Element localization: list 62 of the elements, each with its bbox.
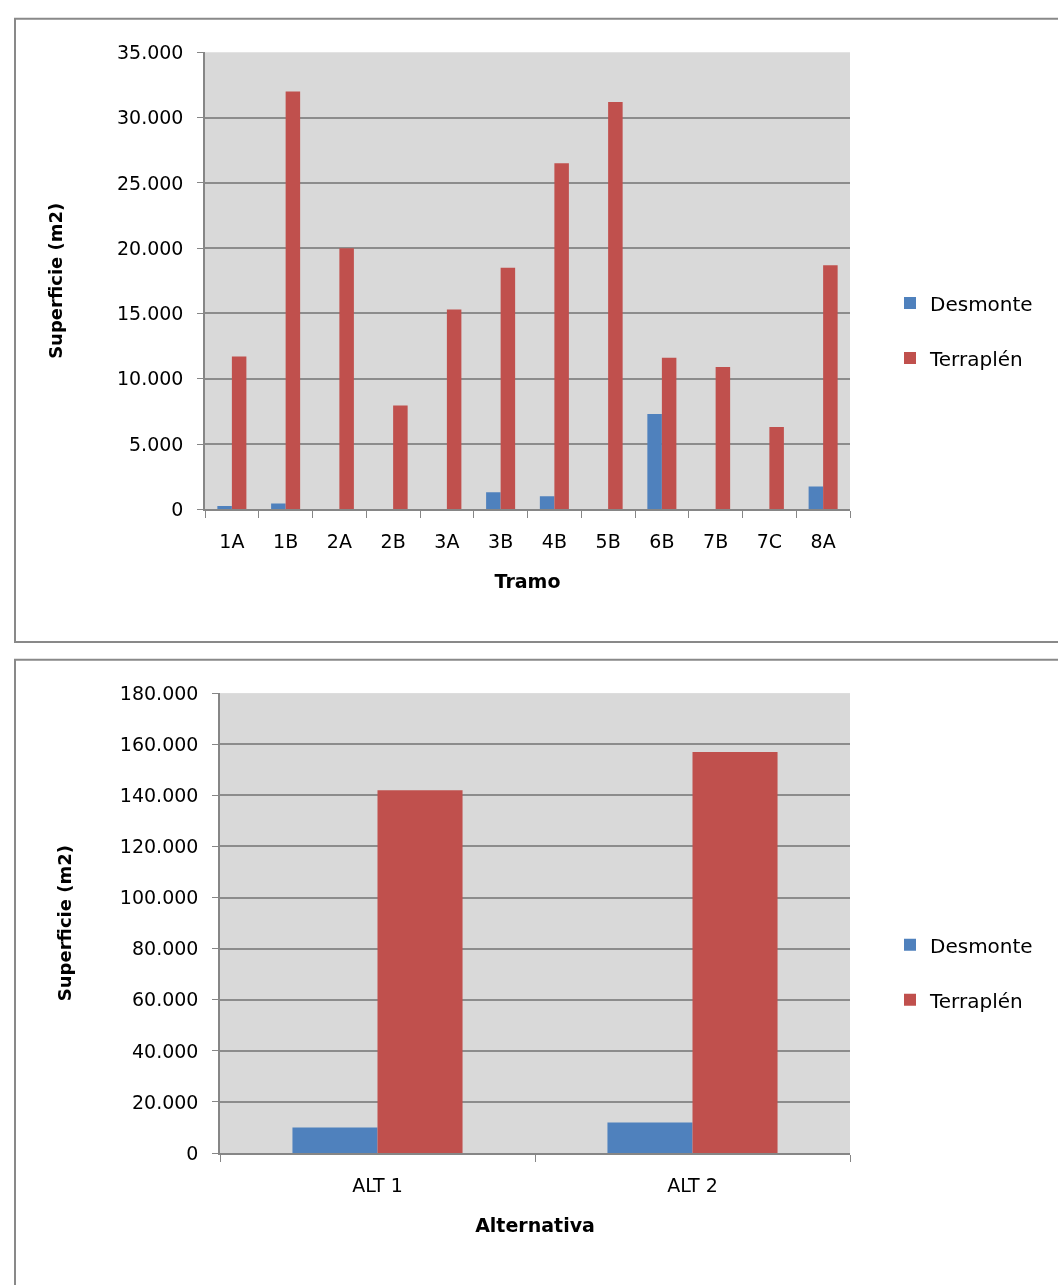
bar	[500, 267, 516, 510]
x-tick-label: 2A	[326, 529, 352, 552]
x-tick-label: 7C	[756, 529, 783, 552]
y-tick-label: 0	[186, 1141, 199, 1164]
y-tick-label: 5.000	[129, 432, 184, 455]
x-tick-label: 7B	[703, 529, 729, 552]
bar	[647, 413, 662, 510]
bar	[692, 751, 778, 1154]
y-axis-title: Superficie (m2)	[53, 845, 75, 1002]
bar	[339, 248, 354, 510]
bar	[285, 91, 301, 510]
y-tick-label: 35.000	[116, 40, 184, 63]
x-tick-label: 4B	[541, 529, 567, 552]
bar	[715, 366, 731, 510]
x-tick-label: 6B	[649, 529, 675, 552]
bar	[446, 309, 462, 510]
y-tick-label: 80.000	[131, 937, 199, 960]
x-tick-label: 3A	[434, 529, 460, 552]
y-tick-label: 40.000	[131, 1039, 199, 1062]
bar	[271, 503, 286, 510]
bar	[377, 790, 463, 1154]
bar	[769, 427, 784, 510]
y-tick-label: 20.000	[116, 236, 184, 259]
y-tick-label: 140.000	[119, 783, 199, 806]
y-tick-label: 120.000	[119, 835, 199, 858]
x-tick-label: 1A	[219, 529, 245, 552]
legend-label: Terraplén	[929, 346, 1023, 371]
x-axis-title: Tramo	[494, 570, 561, 593]
bar	[554, 163, 569, 510]
y-tick-label: 25.000	[116, 171, 184, 194]
y-tick-label: 180.000	[119, 681, 199, 704]
bar	[808, 486, 824, 510]
bar	[608, 101, 623, 510]
x-tick-label: ALT 1	[352, 1173, 403, 1196]
y-axis-title: Superficie (m2)	[44, 202, 66, 359]
bar	[607, 1122, 693, 1154]
bar	[217, 506, 232, 510]
bar	[661, 357, 677, 510]
x-tick-label: 8A	[810, 529, 836, 552]
y-tick-label: 15.000	[116, 302, 184, 325]
bar	[823, 265, 838, 510]
y-tick-label: 10.000	[116, 367, 184, 390]
x-tick-label: 5B	[595, 529, 621, 552]
y-tick-label: 0	[171, 497, 184, 520]
bar	[539, 496, 555, 510]
bar	[231, 356, 247, 510]
y-tick-label: 20.000	[131, 1090, 199, 1113]
x-tick-label: 2B	[380, 529, 406, 552]
bar	[393, 405, 408, 510]
legend-label: Desmonte	[930, 933, 1033, 958]
y-tick-label: 60.000	[131, 988, 199, 1011]
legend-label: Desmonte	[930, 291, 1033, 316]
x-axis-title: Alternativa	[475, 1213, 595, 1236]
bar	[292, 1127, 378, 1154]
y-tick-label: 160.000	[119, 732, 199, 755]
x-tick-label: 1B	[273, 529, 299, 552]
x-tick-label: ALT 2	[667, 1173, 718, 1196]
y-tick-label: 100.000	[119, 886, 199, 909]
x-tick-label: 3B	[488, 529, 514, 552]
bar	[486, 492, 501, 510]
legend-label: Terraplén	[929, 988, 1023, 1013]
y-tick-label: 30.000	[116, 106, 184, 129]
